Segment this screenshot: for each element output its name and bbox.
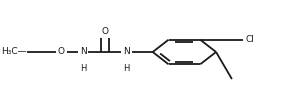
Text: O: O — [101, 27, 108, 36]
Text: Cl: Cl — [245, 35, 254, 44]
Text: N: N — [80, 48, 86, 56]
Text: O: O — [58, 48, 65, 56]
Text: H: H — [80, 64, 86, 73]
Text: H: H — [124, 64, 130, 73]
Text: H₃C—: H₃C— — [1, 48, 27, 56]
Text: N: N — [123, 48, 130, 56]
